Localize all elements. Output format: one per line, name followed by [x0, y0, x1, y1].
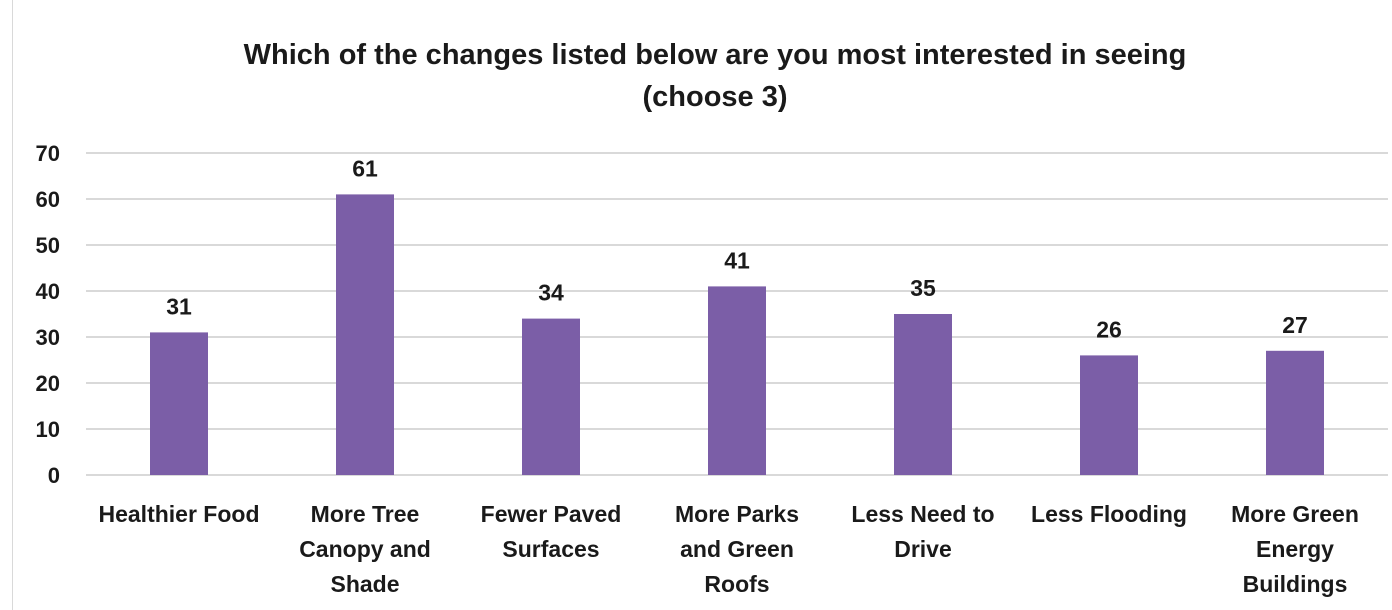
y-tick-label: 40 — [36, 279, 60, 304]
data-label: 41 — [724, 247, 750, 273]
x-category-label-line: and Green — [680, 536, 794, 562]
y-tick-label: 50 — [36, 233, 60, 258]
x-category-label-line: Canopy and — [299, 536, 431, 562]
bar — [1080, 355, 1138, 475]
bar — [894, 314, 952, 475]
y-tick-label: 30 — [36, 325, 60, 350]
chart-title-block: Which of the changes listed below are yo… — [0, 34, 1392, 118]
x-category-label-line: Healthier Food — [98, 501, 259, 527]
y-tick-label: 70 — [36, 141, 60, 166]
data-label: 27 — [1282, 312, 1308, 338]
bar — [708, 286, 766, 475]
x-category-label-line: Buildings — [1243, 571, 1348, 597]
data-label: 31 — [166, 293, 192, 319]
y-tick-label: 60 — [36, 187, 60, 212]
y-tick-label: 20 — [36, 371, 60, 396]
bar — [522, 318, 580, 475]
x-category-label-line: Energy — [1256, 536, 1334, 562]
frame-border — [12, 0, 13, 610]
data-label: 35 — [910, 275, 936, 301]
x-category-label: Less Flooding — [1031, 501, 1187, 527]
data-label: 26 — [1096, 316, 1122, 342]
x-category-label-line: Fewer Paved — [481, 501, 622, 527]
x-category-label-line: More Parks — [675, 501, 799, 527]
x-category-label: Healthier Food — [98, 501, 259, 527]
x-category-label: Less Need to Drive — [851, 501, 994, 562]
x-category-label-line: Roofs — [704, 571, 769, 597]
x-category-label-line: Drive — [894, 536, 952, 562]
chart-subtitle: (choose 3) — [642, 81, 788, 113]
x-category-label: More Tree Canopy and Shade — [299, 501, 431, 597]
y-tick-label: 10 — [36, 417, 60, 442]
bar — [336, 194, 394, 475]
x-category-label-line: More Tree — [311, 501, 420, 527]
x-category-label-line: More Green — [1231, 501, 1359, 527]
chart-title: Which of the changes listed below are yo… — [243, 39, 1187, 71]
x-category-label-line: Less Need to — [851, 501, 994, 527]
x-category-label-line: Surfaces — [502, 536, 599, 562]
data-label: 61 — [352, 155, 378, 181]
x-category-label: Fewer Paved Surfaces — [481, 501, 622, 562]
x-category-label-line: Less Flooding — [1031, 501, 1187, 527]
x-category-label-line: Shade — [330, 571, 399, 597]
x-category-label: More Green Energy Buildings — [1231, 501, 1359, 597]
bar — [150, 332, 208, 475]
data-label: 34 — [538, 280, 564, 306]
x-category-label: More Parks and Green Roofs — [675, 501, 799, 597]
y-tick-label: 0 — [48, 463, 60, 488]
bar — [1266, 350, 1324, 475]
